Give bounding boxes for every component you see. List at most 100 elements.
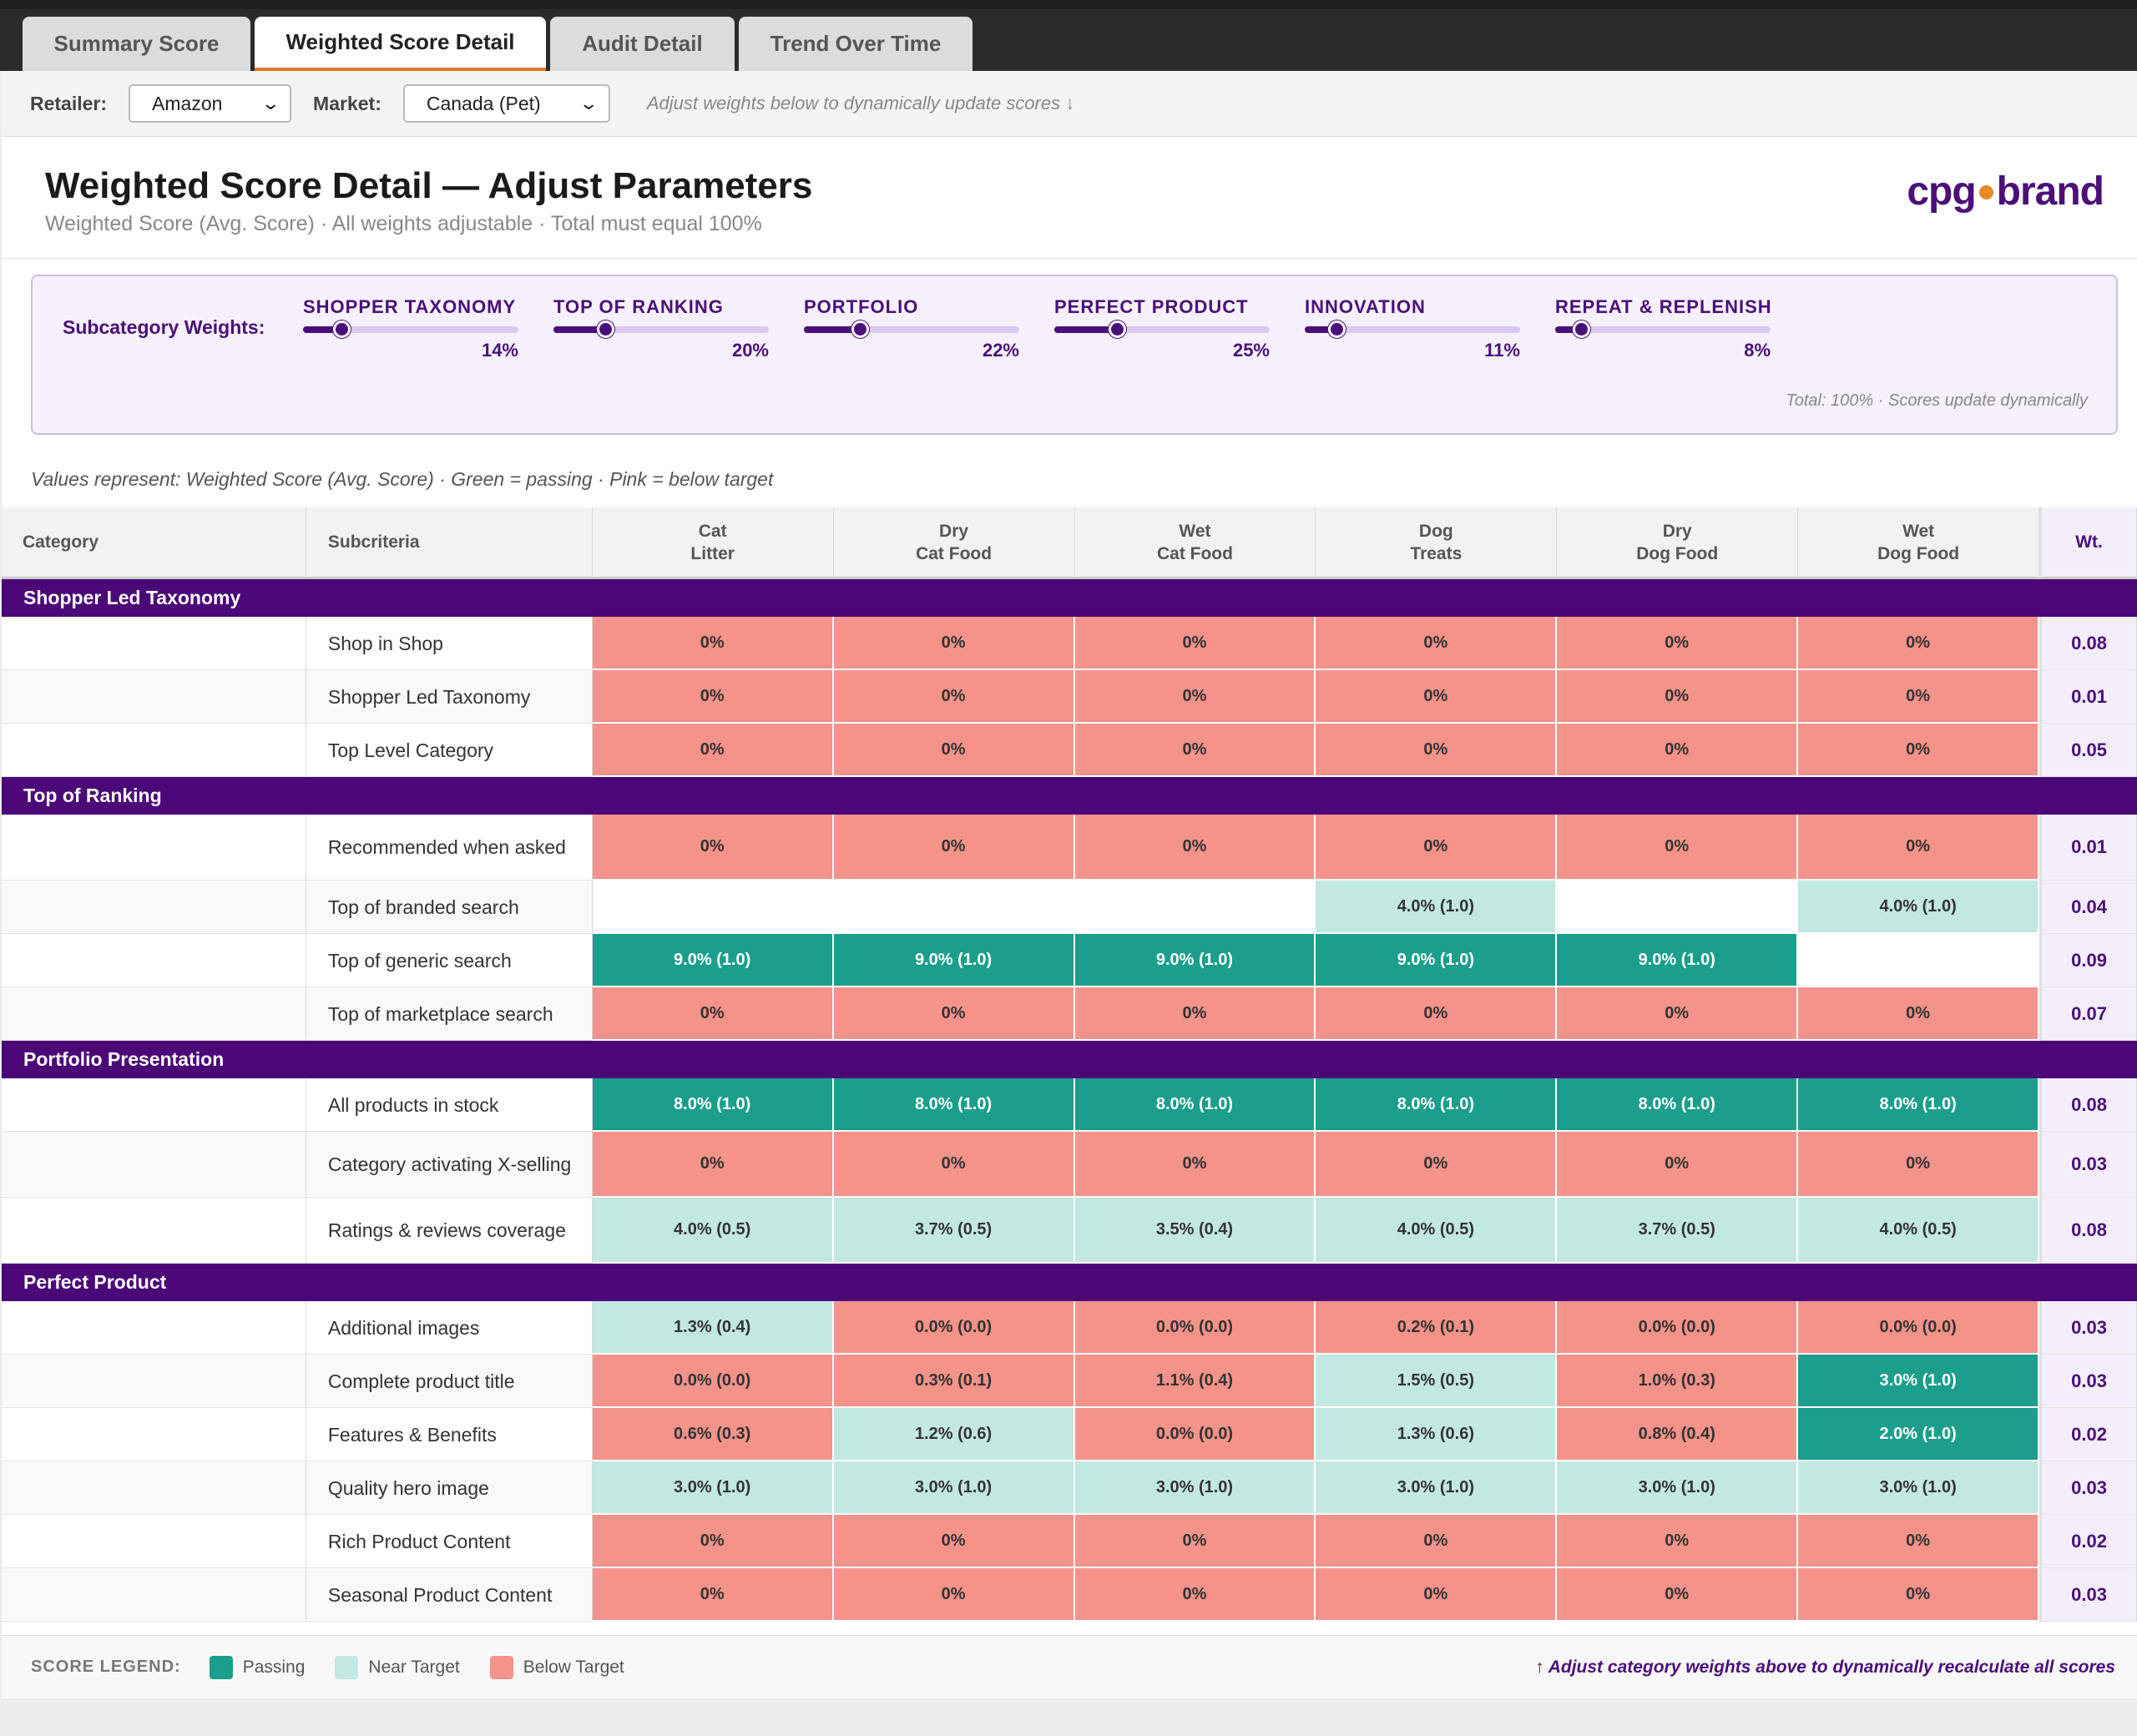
weight-slider-0[interactable]: SHOPPER TAXONOMY 14% [303,296,518,361]
weight-slider-thumb[interactable] [1573,320,1590,338]
score-cell: 0.0% (0.0) [1074,1408,1316,1461]
filter-bar: Retailer: Amazon ⌄ Market: Canada (Pet) … [2,71,2137,137]
column-header-line2: Cat Food [916,543,993,563]
weight-cell: 0.02 [2039,1515,2137,1568]
category-cell [2,934,306,987]
category-cell [2,670,306,724]
score-cell: 0% [833,1132,1075,1198]
page-header: Weighted Score Detail — Adjust Parameter… [2,137,2137,259]
weight-cell: 0.05 [2039,724,2137,777]
weight-slider-2[interactable]: PORTFOLIO 22% [804,296,1019,361]
market-select[interactable]: Canada (Pet) ⌄ [402,84,610,123]
score-cell: 0% [1316,1132,1558,1198]
weight-slider-thumb[interactable] [851,320,869,338]
category-cell [2,724,306,777]
page-subtitle: Weighted Score (Avg. Score) · All weight… [45,212,762,235]
score-cell: 0% [1557,815,1799,881]
category-cell [2,1515,306,1568]
weight-slider-value: 14% [481,340,518,361]
weight-cell: 0.03 [2039,1132,2137,1198]
score-cell: 1.3% (0.4) [592,1301,834,1355]
weight-slider-track[interactable] [1305,320,1520,338]
score-cell: 0.0% (0.0) [1798,1301,2040,1355]
score-cell: 0% [1557,724,1799,777]
score-cell: 0% [592,617,834,670]
legend-label-near-target: Near Target [368,1657,460,1677]
score-cell: 0% [1557,987,1799,1041]
weight-slider-track[interactable] [1054,320,1270,338]
table-row: Features & Benefits 0.6% (0.3) 1.2% (0.6) 0… [2,1408,2137,1461]
page-title: Weighted Score Detail — Adjust Parameter… [45,165,813,206]
score-cell: 9.0% (1.0) [833,934,1075,987]
table-row: Top of marketplace search 0% 0% 0% 0% 0% 0% 0.0… [2,987,2137,1041]
column-header-line2: Litter [690,543,735,563]
weight-slider-track[interactable] [553,320,769,338]
weight-slider-5[interactable]: REPEAT & REPLENISH 8% [1555,296,1771,361]
weight-slider-track[interactable] [804,320,1019,338]
score-cell: 8.0% (1.0) [1074,1078,1316,1132]
weight-slider-track[interactable] [1555,320,1771,338]
score-cell: 1.2% (0.6) [833,1408,1075,1461]
weight-cell: 0.08 [2039,617,2137,670]
tab-summary-score[interactable]: Summary Score [23,17,250,71]
score-cell: 0% [1074,1515,1316,1568]
column-header-line1: Dry [1662,521,1692,541]
score-cell: 3.0% (1.0) [592,1461,834,1515]
column-header-line2: Treats [1410,543,1463,563]
score-cell [1798,934,2040,987]
score-cell: 0% [592,1515,834,1568]
weight-slider-4[interactable]: INNOVATION 11% [1305,296,1520,361]
legend-label-passing: Passing [242,1657,306,1677]
weight-slider-fill [804,326,860,333]
legend-label-below-target: Below Target [523,1657,624,1677]
weight-slider-3[interactable]: PERFECT PRODUCT 25% [1054,296,1270,361]
score-cell: 4.0% (1.0) [1316,881,1558,934]
score-cell: 1.0% (0.3) [1557,1355,1799,1408]
score-cell: 3.0% (1.0) [833,1461,1075,1515]
score-cell: 0% [833,670,1075,724]
score-cell: 3.5% (0.4) [1074,1198,1316,1264]
weight-slider-label: TOP OF RANKING [553,296,724,317]
score-cell: 3.0% (1.0) [1074,1461,1316,1515]
weight-slider-thumb[interactable] [597,320,614,338]
retailer-value: Amazon [152,92,223,114]
retailer-select[interactable]: Amazon ⌄ [129,84,292,123]
category-cell [2,881,306,934]
subcriteria-cell: Ratings & reviews coverage [306,1198,593,1264]
score-cell: 0% [592,1568,834,1622]
score-cell: 0% [1798,670,2040,724]
score-cell: 3.7% (0.5) [833,1198,1075,1264]
legend-swatch-passing [209,1655,233,1679]
score-cell: 0% [1316,1515,1558,1568]
tab-audit-detail[interactable]: Audit Detail [550,17,735,71]
weight-slider-track[interactable] [303,320,518,338]
tab-weighted-score-detail[interactable]: Weighted Score Detail [255,17,546,71]
logo-text-right: brand [1996,169,2104,214]
column-header-line1: Wet [1179,521,1211,541]
tabs: Summary Score Weighted Score Detail Audi… [23,17,973,71]
subcriteria-cell: Top Level Category [306,724,593,777]
subcategory-weights-card: Subcategory Weights: SHOPPER TAXONOMY 14%… [31,275,2118,435]
weight-cell: 0.07 [2039,987,2137,1041]
weight-slider-thumb[interactable] [1328,320,1346,338]
weight-slider-thumb[interactable] [333,320,351,338]
market-label: Market: [313,92,381,114]
weight-slider-thumb[interactable] [1109,320,1126,338]
table-row: Top of branded search 4.0% (1.0) 4.0% (1.0… [2,881,2137,934]
weight-slider-1[interactable]: TOP OF RANKING 20% [553,296,769,361]
score-cell: 8.0% (1.0) [592,1078,834,1132]
table-row: Shopper Led Taxonomy 0% 0% 0% 0% 0% 0% 0.01 [2,670,2137,724]
category-cell [2,1078,306,1132]
column-header-2: Wet Cat Food [1074,507,1316,579]
score-cell: 0% [1316,617,1558,670]
table-row: Quality hero image 3.0% (1.0) 3.0% (1.0) 3.… [2,1461,2137,1515]
score-cell: 3.7% (0.5) [1557,1198,1799,1264]
tab-trend-over-time[interactable]: Trend Over Time [739,17,973,71]
score-cell: 0% [1798,987,2040,1041]
category-group-header: Top of Ranking [2,777,2137,815]
column-header-0: Cat Litter [592,507,834,579]
score-cell: 0% [592,815,834,881]
weight-cell: 0.01 [2039,670,2137,724]
column-header-line2: Dog Food [1636,543,1719,563]
score-cell: 1.1% (0.4) [1074,1355,1316,1408]
